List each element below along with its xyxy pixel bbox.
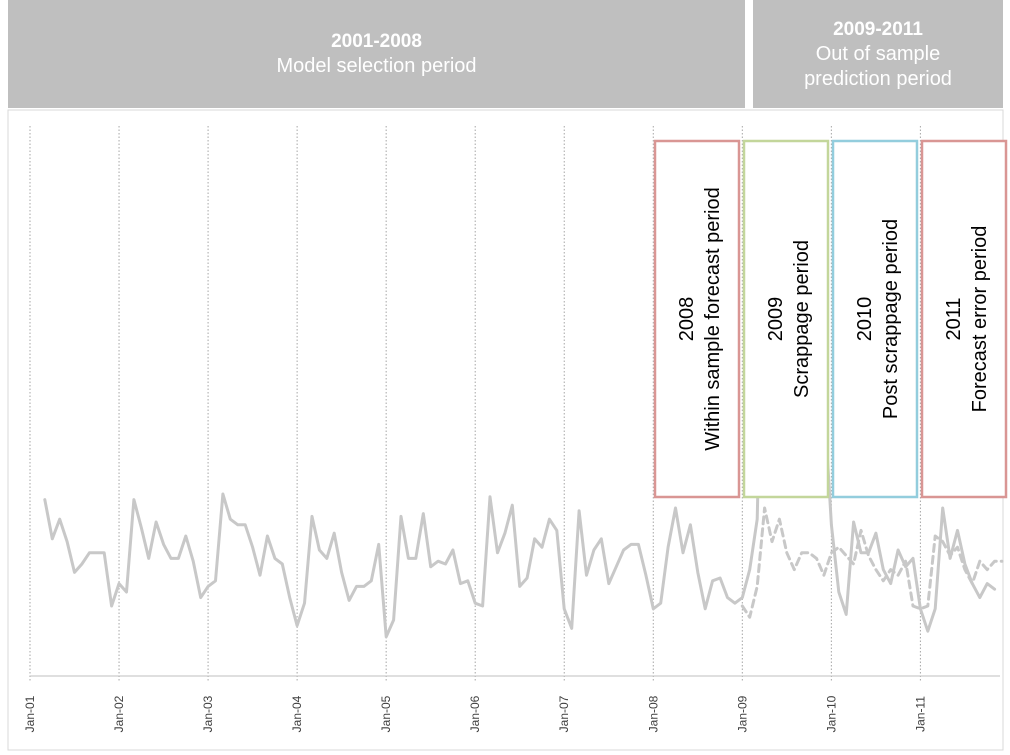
x-tick-label: Jan-09 bbox=[735, 695, 749, 732]
annotation-period-label: Scrappage period bbox=[791, 240, 813, 398]
x-axis-ticks: Jan-01 Jan-02 Jan-03 Jan-04 Jan-05 Jan-06 Jan-… bbox=[23, 695, 927, 732]
x-tick-label: Jan-08 bbox=[646, 695, 660, 732]
x-tick-label: Jan-05 bbox=[379, 695, 393, 732]
x-tick-label: Jan-03 bbox=[201, 695, 215, 732]
x-tick-label: Jan-02 bbox=[112, 695, 126, 732]
x-tick-label: Jan-11 bbox=[913, 696, 927, 732]
series-lines bbox=[43, 198, 1004, 639]
x-tick-label: Jan-01 bbox=[23, 695, 37, 732]
x-tick-label: Jan-06 bbox=[468, 695, 482, 732]
annotation-box-2010 bbox=[831, 139, 919, 499]
model-selection-period-header: 2001-2008 Model selection period bbox=[8, 0, 745, 108]
series-line-solid bbox=[43, 198, 997, 639]
annotation-period-label: Post scrappage period bbox=[880, 219, 902, 419]
annotation-year: 2008 bbox=[676, 297, 698, 342]
prediction-period-label: Out of sample prediction period bbox=[804, 42, 952, 90]
x-tick-label: Jan-04 bbox=[290, 695, 304, 732]
annotation-period-label: Within sample forecast period bbox=[702, 187, 724, 450]
gridlines bbox=[29, 126, 921, 682]
model-selection-period-years: 2001-2008 bbox=[331, 31, 422, 52]
prediction-period-years: 2009-2011 bbox=[833, 18, 923, 40]
annotation-year: 2009 bbox=[765, 297, 787, 342]
annotation-boxes: 2008 Within sample forecast period 2009 Scr… bbox=[653, 139, 1008, 499]
annotation-box-2009 bbox=[742, 139, 830, 499]
annotation-year: 2010 bbox=[854, 297, 876, 342]
x-tick-label: Jan-07 bbox=[557, 695, 571, 732]
prediction-period-header: 2009-2011 Out of sample prediction perio… bbox=[753, 0, 1003, 108]
annotation-period-label: Forecast error period bbox=[969, 226, 991, 413]
x-tick-label: Jan-10 bbox=[824, 695, 838, 732]
series-line-dashed bbox=[740, 506, 1004, 619]
annotation-box-2008 bbox=[653, 139, 741, 499]
annotation-year: 2011 bbox=[943, 297, 965, 340]
annotation-box-2011 bbox=[920, 139, 1008, 499]
model-selection-period-label: Model selection period bbox=[276, 55, 477, 77]
